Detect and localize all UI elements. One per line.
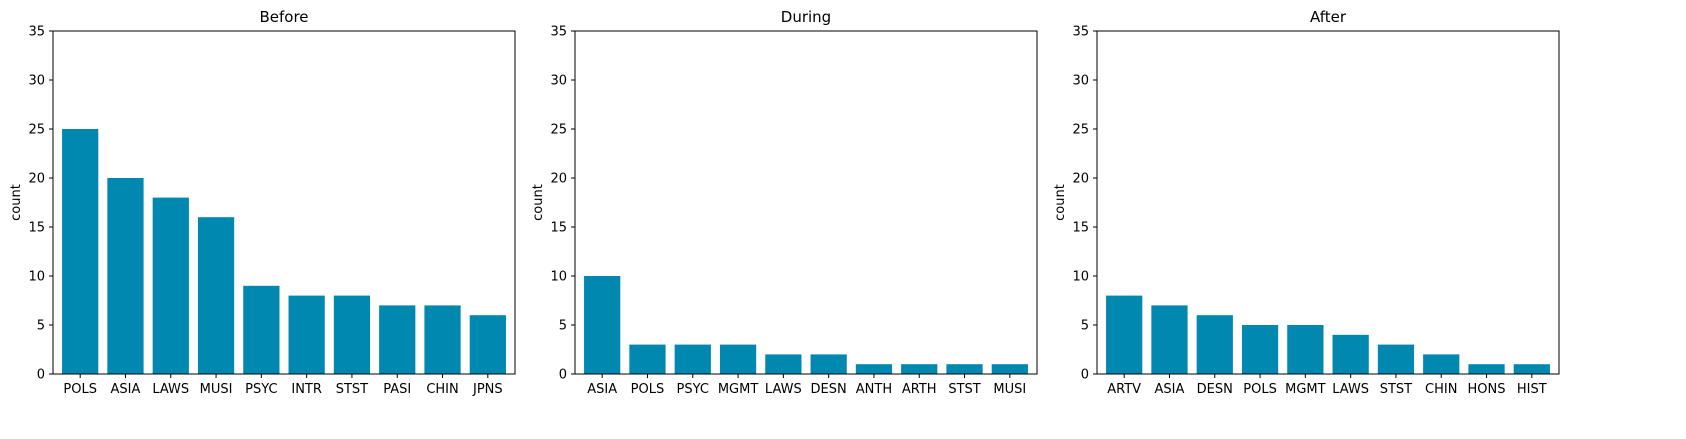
bar-psyc (243, 285, 280, 374)
bar-pols (1241, 325, 1279, 374)
bar-chin (424, 305, 461, 374)
x-tick-label: ASIA (1155, 382, 1185, 397)
y-tick-label: 25 (550, 123, 567, 138)
bar-mgmt (1287, 325, 1324, 374)
x-tick-label: PSYC (677, 382, 709, 397)
x-tick-label: LAWS (1332, 382, 1369, 397)
y-tick-label: 10 (550, 270, 567, 285)
bar-hons (1468, 364, 1505, 374)
y-tick-label: 30 (28, 74, 45, 89)
bar-asia (1151, 305, 1188, 374)
chart-panel-during: 0 5 10 15 20 25 30 35 ASIA POLS PSYC MGMT LAWS DESN AN… (531, 8, 1038, 397)
bar-jpns (469, 315, 506, 374)
y-tick-label: 20 (1072, 172, 1089, 187)
axes-frame (52, 30, 516, 375)
x-tick-label: MUSI (993, 382, 1026, 397)
bar-mgmt (719, 344, 757, 374)
x-tick-label: DESN (811, 382, 847, 397)
y-tick-label: 0 (37, 368, 45, 383)
y-tick-label: 25 (1072, 123, 1089, 138)
x-tick-label: PASI (383, 382, 411, 397)
axes-frame (574, 30, 1038, 375)
x-tick-label: MUSI (200, 382, 233, 397)
x-tick-label: ARTH (902, 382, 937, 397)
x-tick-label: CHIN (1425, 382, 1457, 397)
y-tick-label: 35 (1072, 25, 1089, 40)
chart-panel-before: 0 5 10 15 20 25 30 35 POLS ASIA LAWS MUSI PSYC INTR ST… (9, 8, 516, 397)
x-tick-label: LAWS (765, 382, 802, 397)
x-tick-label: PSYC (245, 382, 277, 397)
bar-desn (1196, 315, 1233, 374)
bar-anth (855, 364, 893, 374)
bar-laws (152, 197, 189, 374)
y-tick-label: 5 (1081, 319, 1089, 334)
axes-frame (1096, 30, 1560, 375)
bar-musi (991, 364, 1028, 374)
y-tick-label: 15 (28, 221, 45, 236)
x-tick-label: INTR (291, 382, 322, 397)
y-axis-label: count (531, 184, 546, 221)
y-tick-label: 30 (550, 74, 567, 89)
x-tick-label: POLS (1243, 382, 1277, 397)
y-tick-label: 25 (28, 123, 45, 138)
chart-title: Before (259, 8, 308, 26)
x-tick-label: POLS (631, 382, 665, 397)
bar-desn (810, 354, 847, 374)
x-tick-label: ASIA (587, 382, 617, 397)
y-tick-label: 5 (37, 319, 45, 334)
bar-stst (946, 364, 983, 374)
y-tick-label: 30 (1072, 74, 1089, 89)
bar-arth (901, 364, 938, 374)
x-tick-label: HONS (1468, 382, 1506, 397)
x-tick-label: ASIA (111, 382, 141, 397)
bar-chin (1423, 354, 1460, 374)
y-axis-label: count (9, 184, 24, 221)
x-tick-label: MGMT (1285, 382, 1326, 397)
bar-musi (197, 217, 235, 374)
x-tick-label: POLS (63, 382, 97, 397)
y-tick-label: 20 (550, 172, 567, 187)
bar-stst (333, 295, 371, 374)
bar-stst (1377, 344, 1415, 374)
x-tick-label: MGMT (718, 382, 759, 397)
y-tick-label: 0 (559, 368, 567, 383)
x-tick-label: ARTV (1107, 382, 1141, 397)
y-tick-label: 35 (550, 25, 567, 40)
y-axis-label: count (1053, 184, 1068, 221)
x-tick-label: JPNS (472, 382, 503, 397)
y-tick-label: 35 (28, 25, 45, 40)
x-tick-label: ANTH (856, 382, 892, 397)
bar-hist (1513, 364, 1550, 374)
bar-intr (288, 295, 325, 374)
bar-asia (584, 276, 621, 374)
bar-psyc (674, 344, 711, 374)
y-tick-label: 20 (28, 172, 45, 187)
x-tick-label: CHIN (426, 382, 458, 397)
chart-title: After (1310, 8, 1347, 26)
bar-asia (107, 178, 144, 374)
x-tick-label: STST (336, 382, 368, 397)
x-tick-label: LAWS (152, 382, 189, 397)
y-tick-label: 5 (559, 319, 567, 334)
y-tick-label: 0 (1081, 368, 1089, 383)
y-tick-label: 15 (550, 221, 567, 236)
y-tick-label: 10 (1072, 270, 1089, 285)
bar-laws (765, 354, 802, 374)
bar-laws (1332, 334, 1369, 374)
bar-pasi (379, 305, 416, 374)
bar-pols (62, 129, 99, 374)
chart-panel-after: 0 5 10 15 20 25 30 35 ARTV ASIA DESN POLS MGMT LAWS ST… (1053, 8, 1560, 397)
chart-title: During (781, 8, 831, 26)
y-tick-label: 15 (1072, 221, 1089, 236)
x-tick-label: DESN (1197, 382, 1233, 397)
x-tick-label: HIST (1517, 382, 1547, 397)
bar-pols (629, 344, 666, 374)
y-tick-label: 10 (28, 270, 45, 285)
x-tick-label: STST (948, 382, 980, 397)
x-tick-label: STST (1380, 382, 1412, 397)
bar-artv (1106, 295, 1143, 374)
